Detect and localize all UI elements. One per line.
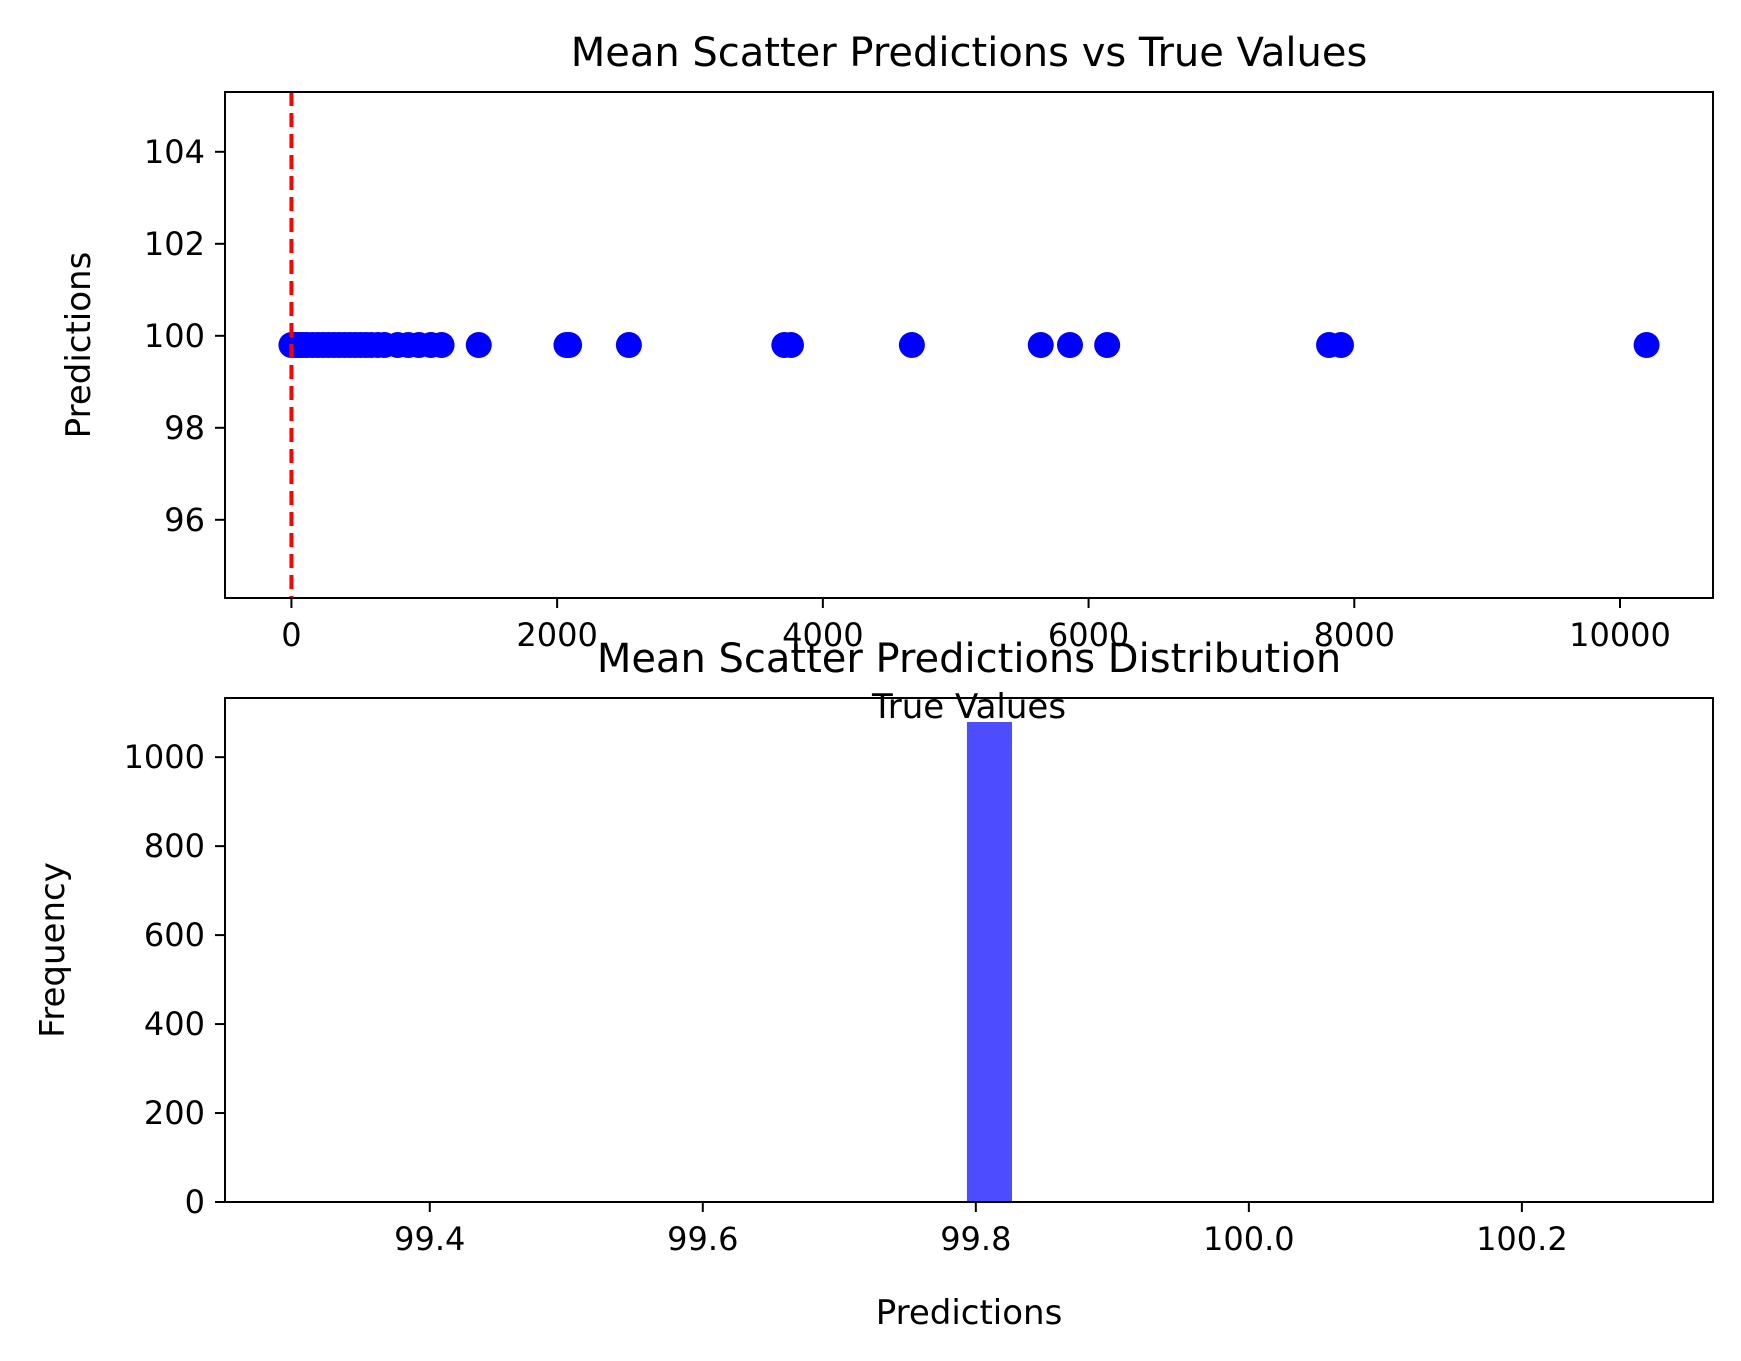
histogram-y-tick-label-3: 600 — [144, 916, 205, 954]
scatter-point-35 — [1328, 332, 1354, 358]
histogram-bar-0 — [966, 722, 1013, 1202]
histogram-x-axis-label: Predictions — [876, 1293, 1063, 1333]
scatter-y-tick-label-0: 96 — [164, 501, 205, 539]
scatter-x-tick-label-5: 10000 — [1569, 616, 1671, 654]
histogram-x-tick-label-2: 99.8 — [940, 1220, 1011, 1258]
scatter-x-axis-label: True Values — [871, 687, 1066, 727]
histogram-y-tick-label-1: 200 — [144, 1094, 205, 1132]
scatter-ticks: 0 2000 4000 6000 8000 10000 96 98 100 102 104 — [144, 133, 1671, 654]
histogram-marks — [966, 722, 1013, 1202]
histogram-y-axis-label: Frequency — [33, 862, 73, 1038]
histogram-y-tick-label-4: 800 — [144, 827, 205, 865]
scatter-y-axis-label: Predictions — [59, 252, 99, 439]
scatter-x-tick-label-1: 2000 — [516, 616, 597, 654]
histogram-y-tick-label-5: 1000 — [124, 738, 205, 776]
histogram-x-tick-label-3: 100.0 — [1203, 1220, 1295, 1258]
scatter-point-30 — [898, 332, 925, 358]
histogram-x-tick-label-4: 100.2 — [1476, 1220, 1568, 1258]
histogram-chart: 99.4 99.6 99.8 100.0 100.202004006008001000 … — [33, 636, 1714, 1333]
scatter-plot-frame — [224, 91, 1714, 599]
scatter-title: Mean Scatter Predictions vs True Values — [571, 30, 1368, 76]
histogram-title: Mean Scatter Predictions Distribution — [597, 636, 1341, 682]
scatter-point-31 — [1027, 332, 1054, 358]
histogram-x-tick-label-1: 99.6 — [667, 1220, 738, 1258]
scatter-point-26 — [556, 332, 583, 358]
scatter-x-tick-label-0: 0 — [281, 616, 301, 654]
scatter-y-tick-label-4: 104 — [144, 133, 205, 171]
histogram-x-tick-label-0: 99.4 — [394, 1220, 465, 1258]
scatter-x-tick-label-2: 4000 — [782, 616, 863, 654]
scatter-y-tick-label-1: 98 — [164, 409, 205, 447]
scatter-chart: 0 2000 4000 6000 8000 10000 96 98 100 102 104 Mean… — [59, 30, 1714, 727]
histogram-y-tick-label-0: 0 — [185, 1183, 205, 1221]
scatter-y-tick-label-3: 102 — [144, 225, 205, 263]
scatter-point-32 — [1056, 332, 1083, 358]
scatter-x-tick-label-3: 6000 — [1048, 616, 1129, 654]
scatter-x-tick-label-4: 8000 — [1314, 616, 1395, 654]
scatter-point-23 — [428, 332, 455, 358]
histogram-y-tick-label-2: 400 — [144, 1005, 205, 1043]
histogram-plot-frame — [224, 697, 1714, 1203]
histogram-ticks: 99.4 99.6 99.8 100.0 100.2 0 200 400 600 800 1000 — [124, 738, 1568, 1258]
scatter-y-tick-label-2: 100 — [144, 317, 205, 355]
scatter-marks — [278, 92, 1660, 598]
scatter-point-36 — [1633, 332, 1660, 358]
scatter-point-24 — [465, 332, 492, 358]
scatter-point-27 — [615, 332, 642, 358]
scatter-point-29 — [777, 332, 804, 358]
scatter-point-33 — [1094, 332, 1121, 358]
